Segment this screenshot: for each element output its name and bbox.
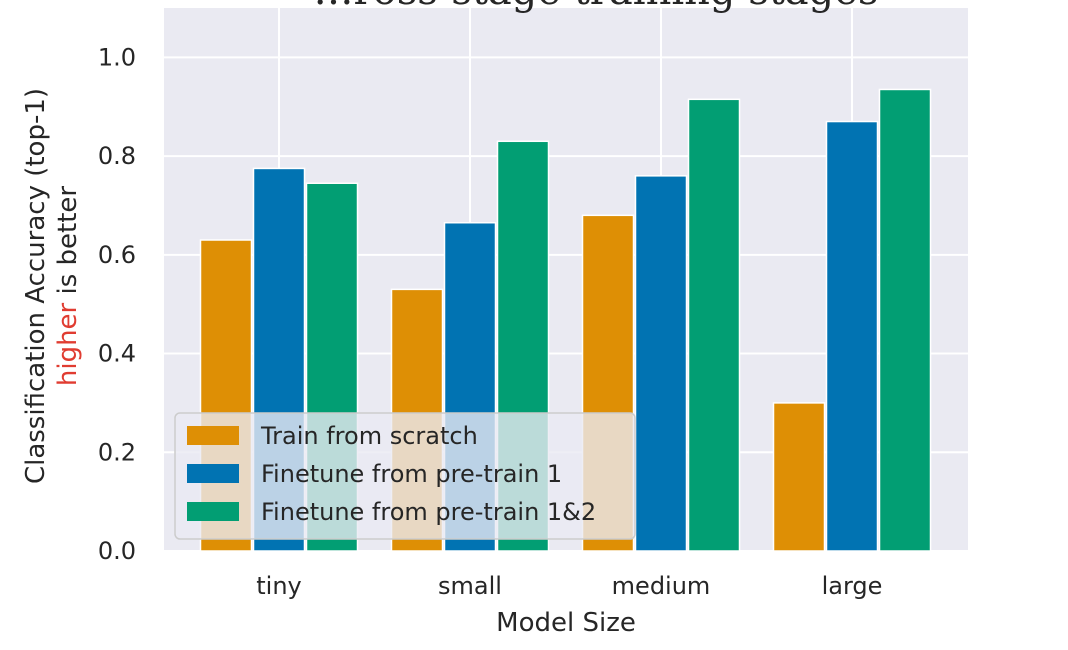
y-tick-label: 0.2 [98, 438, 136, 466]
y-axis-label-line1: Classification Accuracy (top-1) [21, 88, 51, 484]
x-tick-label: large [822, 572, 883, 600]
legend-swatch [187, 464, 239, 483]
legend: Train from scratch Finetune from pre-trai… [174, 412, 636, 540]
x-tick-label: medium [612, 572, 711, 600]
y-axis-label-highlight: higher [53, 302, 83, 386]
legend-box [174, 412, 636, 540]
bar [634, 175, 688, 552]
chart-title: …ross-stage training stages [314, 0, 879, 14]
legend-swatch [187, 426, 239, 445]
legend-swatch [187, 502, 239, 521]
bar [772, 402, 826, 552]
x-axis-label: Model Size [496, 608, 636, 638]
y-tick-label: 0.8 [98, 142, 136, 170]
y-tick-label: 1.0 [98, 43, 136, 71]
legend-label: Finetune from pre-train 1&2 [261, 498, 596, 526]
legend-label: Finetune from pre-train 1 [261, 460, 562, 488]
x-tick-label: tiny [256, 572, 302, 600]
y-tick-label: 0.6 [98, 241, 136, 269]
y-tick-label: 0.0 [98, 537, 136, 565]
ticks: 0.0 0.2 0.4 0.6 0.8 1.0 tiny small medium large [98, 43, 883, 600]
bar [878, 88, 932, 552]
y-axis-label-rest: is better [53, 186, 83, 303]
y-tick-label: 0.4 [98, 340, 136, 368]
bar [687, 98, 741, 552]
legend-label: Train from scratch [260, 422, 478, 450]
x-tick-label: small [438, 572, 502, 600]
y-axis-label: Classification Accuracy (top-1) higher i… [21, 88, 83, 484]
y-axis-label-line2: higher is better [53, 186, 83, 387]
bar [825, 120, 879, 552]
